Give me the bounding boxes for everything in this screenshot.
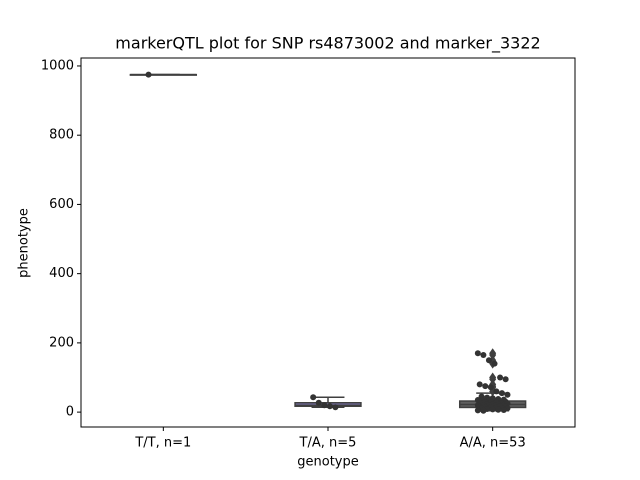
point	[310, 394, 317, 401]
point	[480, 352, 487, 358]
y-axis-label: phenotype	[17, 208, 32, 278]
point	[489, 406, 496, 413]
y-tick-label: 1000	[41, 58, 74, 73]
point	[321, 402, 328, 409]
point	[504, 391, 511, 398]
y-tick-label: 0	[66, 405, 74, 420]
point	[502, 376, 509, 383]
point	[480, 407, 487, 414]
x-tick-label: A/A, n=53	[460, 436, 526, 451]
point	[476, 381, 483, 388]
point	[495, 406, 502, 413]
point	[498, 390, 505, 397]
point	[474, 407, 481, 414]
x-tick-label: T/T, n=1	[134, 436, 191, 451]
y-tick-label: 600	[49, 197, 74, 212]
point	[482, 383, 489, 390]
point	[491, 360, 498, 367]
point	[497, 374, 504, 381]
point	[332, 404, 339, 411]
point	[145, 71, 152, 78]
point	[493, 388, 500, 395]
y-tick-label: 400	[49, 266, 74, 281]
y-tick-label: 200	[49, 335, 74, 350]
x-tick-label: T/A, n=5	[299, 436, 357, 451]
outlier	[489, 374, 497, 385]
x-axis-label: genotype	[297, 455, 358, 470]
point	[500, 407, 507, 414]
plot-frame	[80, 57, 576, 428]
point	[326, 403, 333, 410]
point	[487, 384, 494, 391]
point	[485, 357, 492, 364]
chart-title: markerQTL plot for SNP rs4873002 and mar…	[115, 34, 540, 54]
point	[315, 399, 322, 406]
point	[474, 350, 481, 357]
y-tick-label: 800	[49, 128, 74, 143]
outlier	[489, 350, 497, 360]
